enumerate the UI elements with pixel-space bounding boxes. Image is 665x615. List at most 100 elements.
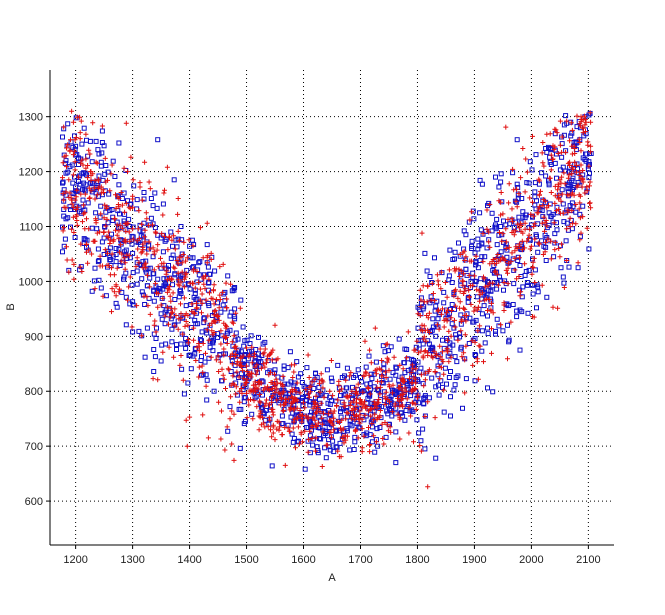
- data-point-plus: [268, 370, 273, 376]
- data-point-plus: [167, 293, 173, 299]
- data-point-plus: [421, 383, 427, 389]
- data-point-plus: [341, 403, 347, 409]
- data-point-square: [573, 139, 579, 145]
- data-point-plus: [130, 226, 136, 232]
- data-point-square: [95, 246, 101, 252]
- data-point-square: [98, 285, 104, 291]
- data-point-square: [187, 286, 193, 292]
- data-point-square: [449, 321, 455, 327]
- data-point-plus: [239, 390, 245, 396]
- data-point-plus: [359, 405, 365, 411]
- data-point-square: [117, 211, 122, 217]
- data-point-plus: [152, 281, 158, 287]
- data-point-plus: [484, 207, 490, 213]
- data-point-plus: [379, 373, 385, 379]
- data-point-plus: [509, 216, 515, 222]
- data-point-square: [393, 364, 399, 370]
- data-point-plus: [343, 377, 349, 383]
- data-point-plus: [477, 343, 483, 349]
- data-point-square: [428, 345, 434, 351]
- data-point-square: [426, 395, 432, 401]
- data-point-square: [554, 175, 559, 181]
- data-point-plus: [347, 373, 353, 379]
- data-point-plus: [281, 402, 287, 408]
- data-point-plus: [587, 183, 592, 189]
- data-point-plus: [377, 391, 383, 397]
- data-point-square: [433, 333, 439, 339]
- data-point-plus: [221, 376, 227, 382]
- data-point-plus: [88, 169, 94, 175]
- data-point-plus: [183, 311, 189, 317]
- data-point-plus: [206, 276, 212, 282]
- data-point-plus: [438, 365, 444, 371]
- data-point-square: [106, 191, 112, 197]
- data-point-plus: [397, 403, 403, 409]
- data-point-plus: [116, 289, 122, 295]
- data-point-square: [466, 341, 472, 346]
- data-point-plus: [85, 163, 91, 168]
- data-point-plus: [438, 311, 444, 317]
- data-point-square: [382, 349, 388, 355]
- data-point-square: [227, 404, 233, 410]
- data-point-plus: [178, 254, 184, 260]
- data-point-plus: [190, 281, 196, 287]
- data-point-plus: [215, 314, 220, 320]
- data-point-plus: [302, 405, 308, 411]
- data-point-plus: [555, 187, 561, 193]
- data-point-plus: [270, 430, 276, 436]
- data-point-square: [68, 139, 74, 145]
- data-point-plus: [159, 231, 165, 237]
- data-point-plus: [125, 297, 130, 303]
- data-point-plus: [494, 271, 500, 277]
- data-point-square: [574, 124, 580, 130]
- data-point-plus: [585, 139, 591, 145]
- data-point-plus: [439, 356, 445, 362]
- data-point-square: [534, 198, 539, 204]
- data-point-plus: [338, 425, 343, 431]
- data-point-plus: [501, 300, 507, 306]
- data-point-square: [92, 265, 98, 271]
- data-point-plus: [98, 184, 104, 190]
- data-point-square: [402, 346, 408, 352]
- data-point-square: [449, 280, 455, 285]
- data-point-plus: [524, 169, 530, 175]
- data-point-plus: [422, 348, 428, 354]
- data-point-plus: [475, 304, 481, 310]
- data-point-plus: [136, 236, 142, 242]
- data-point-plus: [522, 226, 528, 232]
- data-point-plus: [502, 258, 508, 263]
- data-point-plus: [550, 156, 556, 162]
- data-point-plus: [412, 386, 418, 391]
- data-point-square: [489, 210, 495, 216]
- data-point-plus: [241, 376, 247, 382]
- data-point-plus: [278, 381, 284, 387]
- data-point-plus: [527, 195, 533, 201]
- data-point-plus: [176, 316, 182, 322]
- data-point-plus: [167, 276, 173, 282]
- data-point-plus: [530, 259, 536, 265]
- data-point-square: [565, 182, 571, 188]
- data-point-plus: [121, 255, 127, 261]
- data-point-plus: [397, 393, 403, 399]
- data-point-square: [415, 325, 421, 331]
- data-point-plus: [510, 219, 516, 225]
- data-point-square: [81, 236, 87, 242]
- data-point-plus: [94, 230, 100, 236]
- data-point-plus: [528, 243, 534, 249]
- data-point-plus: [399, 397, 404, 403]
- data-point-plus: [341, 440, 347, 446]
- data-point-plus: [261, 420, 267, 426]
- data-point-square: [129, 282, 135, 288]
- data-point-square: [150, 254, 156, 260]
- data-point-plus: [367, 406, 373, 412]
- data-point-plus: [160, 295, 166, 301]
- data-point-square: [205, 264, 211, 270]
- data-point-plus: [264, 357, 270, 363]
- data-point-square: [60, 134, 65, 140]
- data-point-square: [154, 287, 160, 293]
- data-point-square: [249, 411, 255, 417]
- data-point-square: [407, 408, 413, 414]
- data-point-plus: [172, 306, 178, 312]
- data-point-square: [174, 347, 179, 352]
- data-point-plus: [262, 364, 268, 370]
